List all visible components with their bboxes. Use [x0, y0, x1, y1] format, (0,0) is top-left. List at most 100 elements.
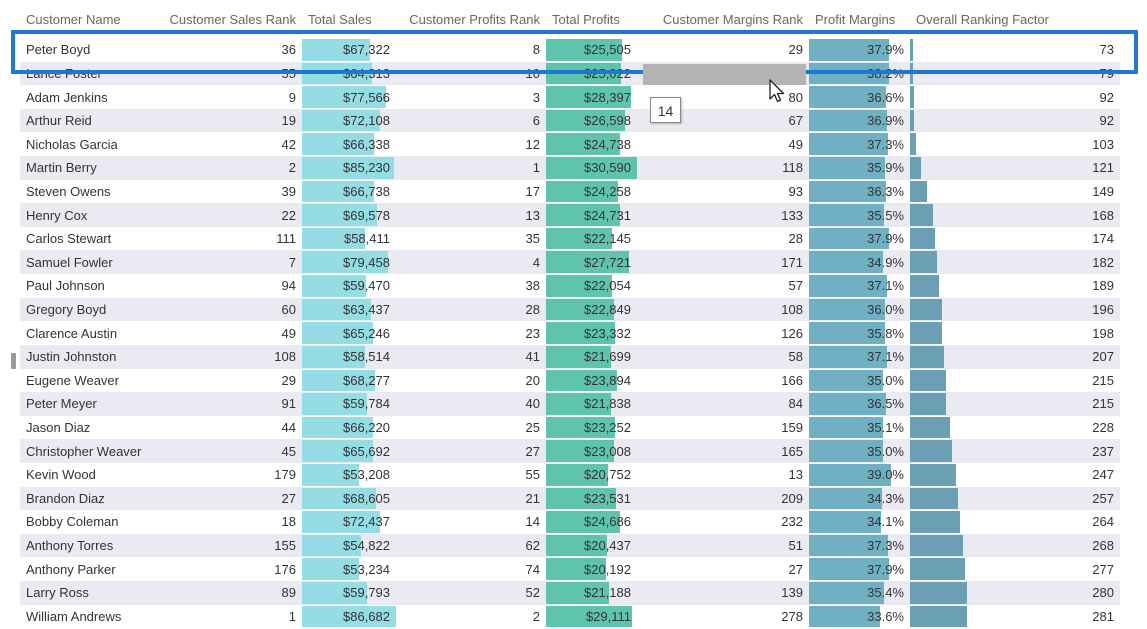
- cell-total-profits-value: $22,054: [584, 278, 631, 294]
- cell-profit-margin-databar: [809, 227, 889, 250]
- cell-profit-margin: 35.9%: [809, 156, 910, 180]
- cell-total-sales: $66,338: [302, 132, 396, 156]
- header-customer-sales-rank[interactable]: Customer Sales Rank: [169, 11, 296, 27]
- table-row[interactable]: Anthony Parker 176 $53,234 74 $20,192 27 37.9%…: [20, 557, 1120, 581]
- cell-total-sales-databar: [302, 251, 388, 274]
- header-overall-ranking-factor[interactable]: Overall Ranking Factor: [916, 11, 1049, 27]
- table-row[interactable]: Brandon Diaz 27 $68,605 21 $23,531 209 34.3% 25…: [20, 486, 1120, 511]
- table-row[interactable]: Nicholas Garcia 42 $66,338 12 $24,738 49 37.3%…: [20, 132, 1120, 156]
- cell-overall-ranking-value: 168: [1092, 207, 1114, 223]
- cell-total-profits-value: $25,505: [584, 42, 631, 58]
- cell-total-profits-databar: [546, 180, 618, 203]
- table-row[interactable]: Christopher Weaver 45 $65,692 27 $23,008 165 3…: [20, 439, 1120, 463]
- cell-profits-rank: 12: [525, 136, 540, 152]
- cell-profit-margin-value: 36.0%: [867, 302, 904, 317]
- cell-profits-rank: 13: [525, 207, 540, 223]
- cell-customer-name: Adam Jenkins: [26, 89, 108, 105]
- header-customer-name[interactable]: Customer Name: [26, 11, 121, 27]
- cell-total-profits-value: $20,437: [584, 538, 631, 554]
- cell-overall-ranking: 237: [910, 439, 1120, 463]
- cell-total-profits: $29,111: [546, 605, 637, 629]
- cell-margins-rank: 93: [788, 183, 803, 199]
- header-profit-margins[interactable]: Profit Margins: [815, 11, 896, 27]
- header-total-profits[interactable]: Total Profits: [552, 11, 620, 27]
- table-row[interactable]: Steven Owens 39 $66,738 17 $24,258 93 36.3% 149: [20, 180, 1120, 204]
- column-resize-drag-indicator[interactable]: [643, 64, 806, 85]
- table-row[interactable]: Clarence Austin 49 $65,246 23 $23,332 126 35.8…: [20, 321, 1120, 345]
- table-row[interactable]: Arthur Reid 19 $72,108 6 $26,598 67 36.9% 92: [20, 108, 1120, 133]
- cell-total-sales-databar: [302, 109, 381, 132]
- cell-overall-ranking-value: 257: [1092, 490, 1114, 506]
- header-total-sales[interactable]: Total Sales: [308, 11, 372, 27]
- cell-overall-ranking: 73: [910, 38, 1120, 62]
- cell-total-profits-databar: [546, 393, 611, 415]
- table-row[interactable]: Peter Meyer 91 $59,784 40 $21,838 84 36.5% 215: [20, 392, 1120, 416]
- cell-profit-margin-databar: [809, 39, 889, 61]
- table-row[interactable]: Samuel Fowler 7 $79,458 4 $27,721 171 34.9% 182: [20, 250, 1120, 275]
- cell-profit-margin-databar: [809, 133, 888, 156]
- cell-profit-margin: 38.2%: [809, 62, 910, 86]
- cell-sales-rank: 179: [274, 467, 296, 483]
- cell-profits-rank: 41: [525, 349, 540, 365]
- cell-total-sales-value: $54,822: [343, 538, 390, 554]
- cell-customer-name: Peter Boyd: [26, 42, 91, 58]
- cell-total-profits-databar: [546, 133, 620, 156]
- cell-total-profits: $23,252: [546, 416, 637, 440]
- cell-overall-ranking-value: 92: [1099, 113, 1114, 129]
- scrollbar-handle[interactable]: [11, 353, 16, 369]
- cell-margins-rank: 165: [781, 443, 803, 459]
- cell-customer-name: Clarence Austin: [26, 325, 118, 341]
- cell-sales-rank: 44: [281, 420, 296, 436]
- cell-profit-margin-value: 37.9%: [867, 561, 904, 577]
- table-row[interactable]: Bobby Coleman 18 $72,437 14 $24,686 232 34.1% 2…: [20, 510, 1120, 534]
- cell-profit-margin: 34.1%: [809, 510, 910, 534]
- table-row[interactable]: Larry Ross 89 $59,793 52 $21,188 139 35.4% 280: [20, 581, 1120, 605]
- cell-total-profits: $24,686: [546, 510, 637, 534]
- cell-profit-margin: 37.1%: [809, 274, 910, 298]
- cell-overall-ranking: 103: [910, 132, 1120, 156]
- table-row[interactable]: Henry Cox 22 $69,578 13 $24,731 133 35.5% 168: [20, 203, 1120, 227]
- cell-total-sales-value: $67,322: [343, 42, 390, 58]
- header-customer-profits-rank[interactable]: Customer Profits Rank: [409, 11, 540, 27]
- table-row[interactable]: Martin Berry 2 $85,230 1 $30,590 118 35.9% 121: [20, 156, 1120, 180]
- cell-profit-margin-value: 37.9%: [867, 231, 904, 247]
- table-row[interactable]: William Andrews 1 $86,682 2 $29,111 278 33.6% 2…: [20, 605, 1120, 629]
- table-row[interactable]: Gregory Boyd 60 $63,437 28 $22,849 108 36.0% 19…: [20, 297, 1120, 322]
- cell-total-sales-databar: [302, 227, 365, 250]
- cell-sales-rank: 176: [274, 561, 296, 577]
- table-row[interactable]: Paul Johnson 94 $59,470 38 $22,054 57 37.1% 189: [20, 274, 1120, 298]
- table-row[interactable]: Carlos Stewart 111 $58,411 35 $22,145 28 37.9%…: [20, 227, 1120, 251]
- cell-overall-ranking: 264: [910, 510, 1120, 534]
- table-row[interactable]: Anthony Torres 155 $54,822 62 $20,437 51 37.3%…: [20, 533, 1120, 558]
- table-row[interactable]: Kevin Wood 179 $53,208 55 $20,752 13 39.0% 247: [20, 463, 1120, 487]
- table-row[interactable]: Peter Boyd 36 $67,322 8 $25,505 29 37.9% 73: [20, 38, 1120, 62]
- cell-profit-margin-databar: [809, 180, 886, 203]
- cell-sales-rank: 19: [281, 113, 296, 129]
- tooltip: 14: [650, 97, 681, 123]
- cell-total-profits-databar: [546, 582, 609, 604]
- cell-total-profits-databar: [546, 369, 617, 392]
- cell-sales-rank: 91: [281, 396, 296, 412]
- cell-total-sales-value: $59,784: [343, 396, 390, 412]
- table-row[interactable]: Justin Johnston 108 $58,514 41 $21,699 58 37.1…: [20, 344, 1120, 369]
- cell-profits-rank: 20: [525, 372, 540, 388]
- cell-profit-margin: 37.1%: [809, 345, 910, 369]
- cell-customer-name: Peter Meyer: [26, 396, 97, 412]
- cell-profits-rank: 21: [525, 490, 540, 506]
- cell-total-profits-value: $21,188: [584, 585, 631, 601]
- cell-total-sales: $53,208: [302, 463, 396, 487]
- table-row[interactable]: Adam Jenkins 9 $77,566 3 $28,397 80 36.6% 92: [20, 85, 1120, 109]
- cell-total-sales-value: $53,234: [343, 561, 390, 577]
- cell-margins-rank: 49: [788, 136, 803, 152]
- cell-profits-rank: 23: [525, 325, 540, 341]
- cell-sales-rank: 39: [281, 183, 296, 199]
- header-customer-margins-rank[interactable]: Customer Margins Rank: [662, 11, 803, 27]
- cell-profit-margin-databar: [809, 109, 887, 132]
- cell-profits-rank: 8: [532, 42, 540, 58]
- cell-total-sales: $64,313: [302, 62, 396, 86]
- cell-overall-ranking-databar: [910, 369, 946, 392]
- table-row[interactable]: Jason Diaz 44 $66,220 25 $23,252 159 35.1% 228: [20, 416, 1120, 440]
- cell-margins-rank: 108: [781, 302, 803, 317]
- table-row[interactable]: Eugene Weaver 29 $68,277 20 $23,894 166 35.0% 2…: [20, 369, 1120, 393]
